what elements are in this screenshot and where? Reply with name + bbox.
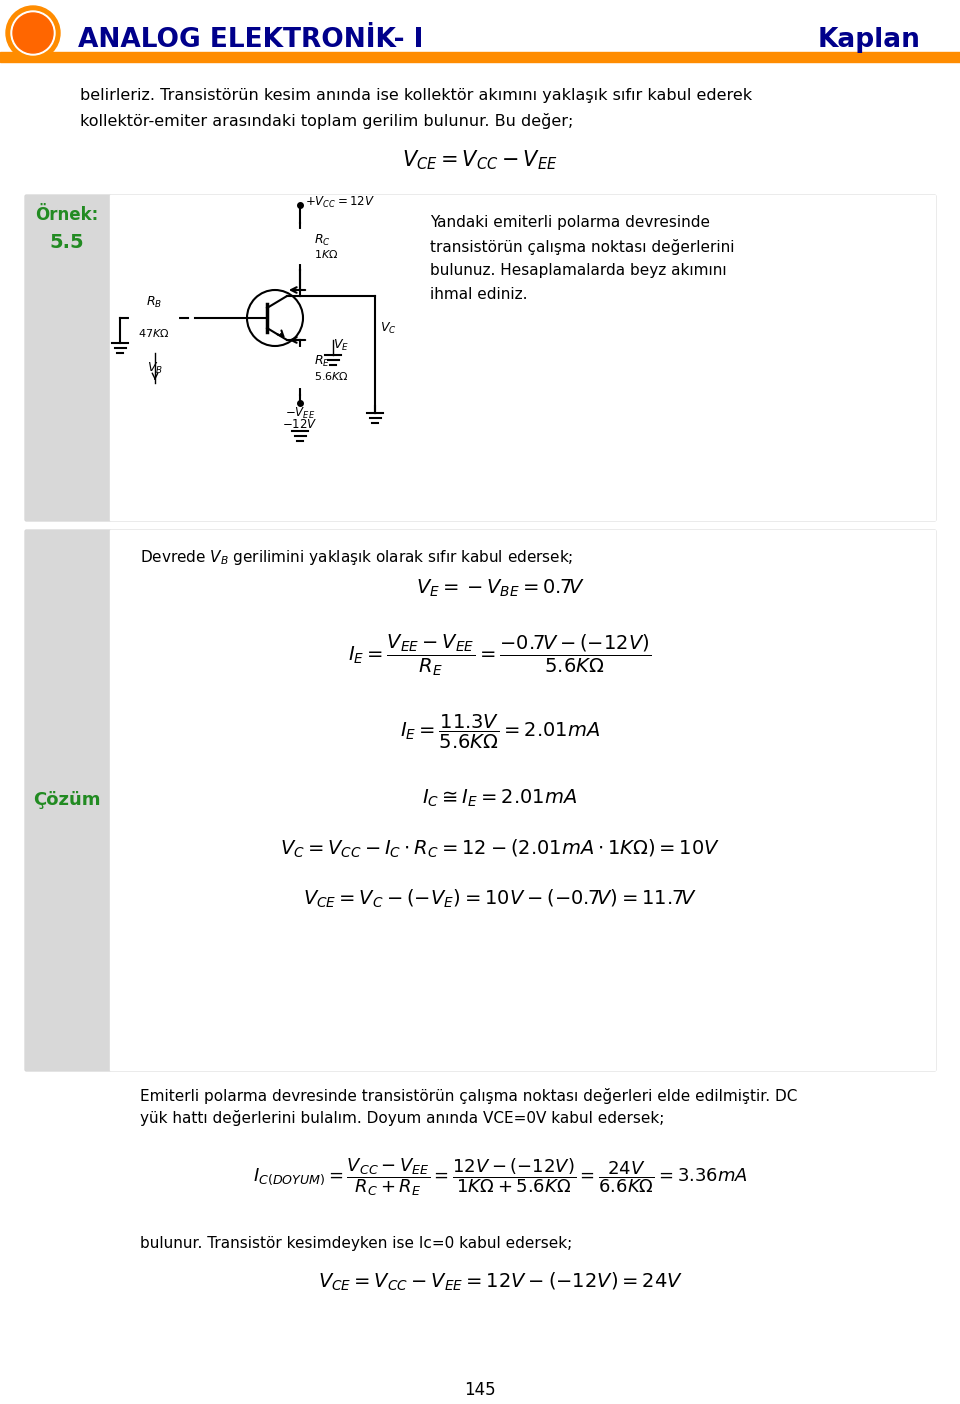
Circle shape [13,13,53,53]
Text: $I_{C(DOYUM)} = \dfrac{V_{CC} - V_{EE}}{R_C + R_E} = \dfrac{12V - (-12V)}{1K\Ome: $I_{C(DOYUM)} = \dfrac{V_{CC} - V_{EE}}{… [252,1155,748,1198]
Text: $I_E = \dfrac{V_{EE} - V_{EE}}{R_E} = \dfrac{-0.7V - (-12V)}{5.6K\Omega}$: $I_E = \dfrac{V_{EE} - V_{EE}}{R_E} = \d… [348,633,652,678]
Text: Örnek:: Örnek: [36,206,99,225]
Text: kollektör-emiter arasındaki toplam gerilim bulunur. Bu değer;: kollektör-emiter arasındaki toplam geril… [80,112,573,129]
Text: bulunur. Transistör kesimdeyken ise Ic=0 kabul edersek;: bulunur. Transistör kesimdeyken ise Ic=0… [140,1236,572,1251]
Text: $V_{CE} = V_C - (-V_E) = 10V - (-0.7V) = 11.7V$: $V_{CE} = V_C - (-V_E) = 10V - (-0.7V) =… [303,887,697,910]
Text: $R_B$: $R_B$ [146,295,162,309]
Text: $+V_{CC}=12V$: $+V_{CC}=12V$ [305,194,374,209]
Text: $R_E$: $R_E$ [314,354,330,369]
Text: $V_E = -V_{BE} = 0.7V$: $V_E = -V_{BE} = 0.7V$ [416,578,585,600]
Text: $I_C \cong I_E = 2.01mA$: $I_C \cong I_E = 2.01mA$ [422,788,578,809]
Text: $I_E = \dfrac{11.3V}{5.6K\Omega} = 2.01mA$: $I_E = \dfrac{11.3V}{5.6K\Omega} = 2.01m… [399,713,600,751]
Text: $V_B$: $V_B$ [147,361,163,375]
Bar [131,312,178,324]
Text: $V_{CE} = V_{CC} - V_{EE} = 12V - (-12V) = 24V$: $V_{CE} = V_{CC} - V_{EE} = 12V - (-12V)… [318,1271,683,1293]
Text: Çözüm: Çözüm [34,790,101,809]
Bar [25,195,110,519]
Text: $R_C$: $R_C$ [314,233,331,249]
Text: $V_C = V_{CC} - I_C \cdot R_C = 12 - (2.01mA \cdot 1K\Omega) = 10V$: $V_C = V_{CC} - I_C \cdot R_C = 12 - (2.… [280,838,720,861]
Text: $V_E$: $V_E$ [333,337,349,352]
Text: Kaplan: Kaplan [817,27,920,53]
Bar [291,348,309,386]
Text: Yandaki emiterli polarma devresinde
transistörün çalışma noktası değerlerini
bul: Yandaki emiterli polarma devresinde tran… [430,215,734,302]
Text: Emiterli polarma devresinde transistörün çalışma noktası değerleri elde edilmişt: Emiterli polarma devresinde transistörün… [140,1088,798,1104]
Bar [291,230,309,263]
Text: ANALOG ELEKTRONİK- I: ANALOG ELEKTRONİK- I [78,27,423,53]
Text: $47K\Omega$: $47K\Omega$ [138,327,170,338]
Text: $1K\Omega$: $1K\Omega$ [314,249,338,261]
Bar [0,52,960,62]
Bar [25,529,110,1070]
Text: $-V_{EE}$: $-V_{EE}$ [285,406,315,421]
Circle shape [6,6,60,60]
Text: 145: 145 [465,1382,495,1398]
Text: yük hattı değerlerini bulalım. Doyum anında VCE=0V kabul edersek;: yük hattı değerlerini bulalım. Doyum anı… [140,1111,664,1126]
Circle shape [247,291,303,345]
Circle shape [11,11,55,55]
Text: $V_C$: $V_C$ [380,320,396,336]
Text: 5.5: 5.5 [50,233,84,253]
Text: belirleriz. Transistörün kesim anında ise kollektör akımını yaklaşık sıfır kabul: belirleriz. Transistörün kesim anında is… [80,88,752,102]
Bar [110,529,935,1070]
Text: $-12V$: $-12V$ [282,418,318,431]
Bar [25,529,935,1070]
Bar [25,195,935,519]
Text: Devrede $V_B$ gerilimini yaklaşık olarak sıfır kabul edersek;: Devrede $V_B$ gerilimini yaklaşık olarak… [140,548,573,567]
Bar [110,195,935,519]
Text: $V_{CE} = V_{CC} - V_{EE}$: $V_{CE} = V_{CC} - V_{EE}$ [402,147,558,171]
Text: $5.6K\Omega$: $5.6K\Omega$ [314,369,349,382]
